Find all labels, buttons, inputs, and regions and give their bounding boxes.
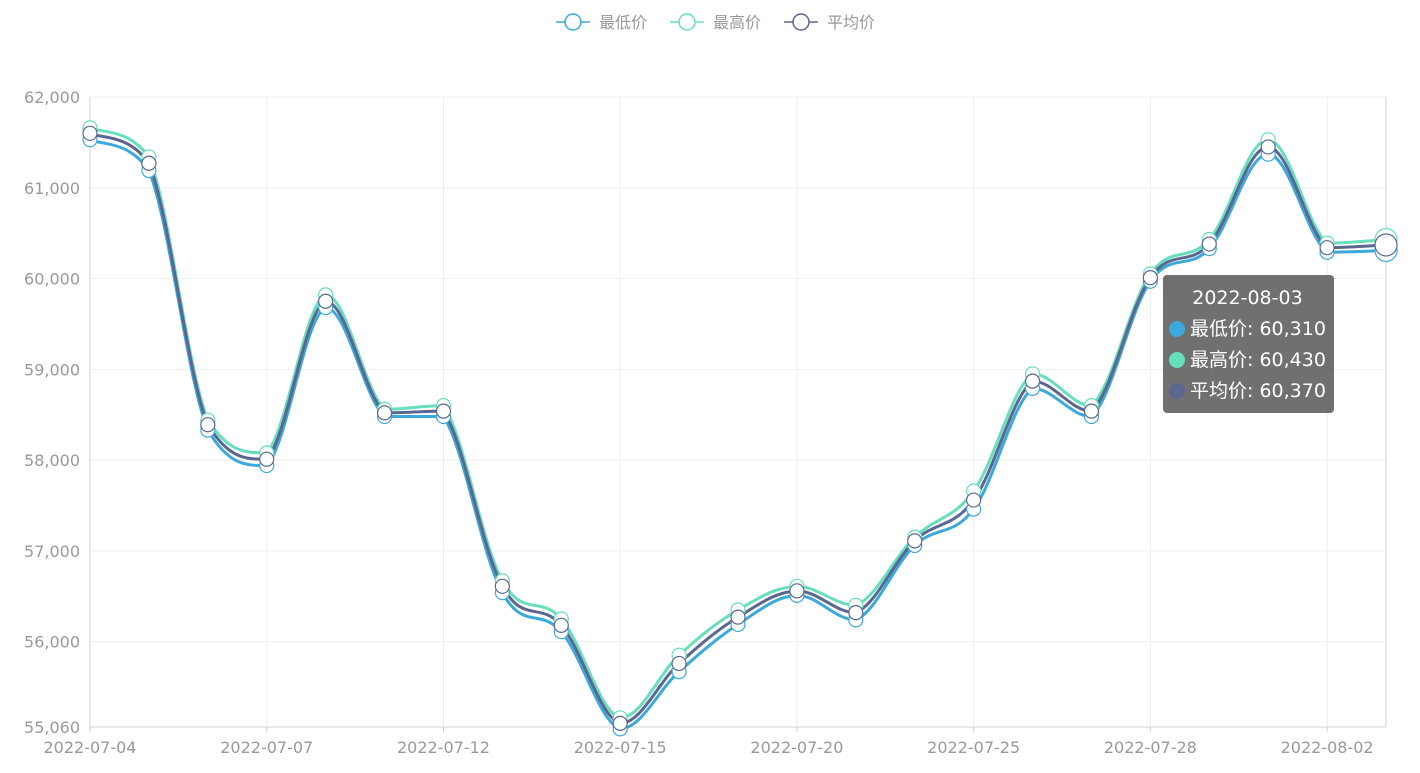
- y-tick-label: 61,000: [24, 179, 80, 198]
- data-point-avg[interactable]: [1083, 403, 1100, 419]
- data-point-avg[interactable]: [494, 578, 510, 594]
- data-point-avg[interactable]: [730, 609, 746, 625]
- tooltip: 2022-08-03 最低价: 60,310 最高价: 60,430 平均价: …: [1163, 275, 1334, 413]
- y-tick-label: 57,000: [24, 542, 80, 561]
- data-point-avg[interactable]: [671, 655, 687, 672]
- y-tick-label: 60,000: [24, 270, 80, 289]
- data-point-avg[interactable]: [1142, 270, 1158, 286]
- tooltip-row-low: 最低价: 60,310: [1169, 314, 1326, 345]
- x-tick-label: 2022-08-02: [1281, 738, 1374, 757]
- series-line-avg: [89, 131, 1387, 725]
- tooltip-dot-low: [1169, 321, 1185, 337]
- data-point-avg[interactable]: [1374, 233, 1398, 257]
- legend-item-high[interactable]: 最高价: [670, 13, 761, 32]
- legend[interactable]: 最低价 最高价 平均价: [556, 13, 875, 32]
- legend-label: 最高价: [713, 13, 761, 32]
- data-point-avg[interactable]: [966, 492, 982, 508]
- y-tick-label: 55,060: [24, 718, 80, 737]
- series-layer: [82, 120, 1398, 737]
- x-tick-label: 2022-07-04: [44, 738, 137, 757]
- data-point-avg[interactable]: [82, 125, 98, 141]
- data-point-avg[interactable]: [435, 403, 452, 419]
- series-line-low: [89, 138, 1387, 731]
- data-point-avg[interactable]: [259, 451, 275, 467]
- tooltip-label-high: 最高价: 60,430: [1190, 349, 1326, 371]
- x-tick-label: 2022-07-28: [1104, 738, 1197, 757]
- legend-marker-icon: [678, 13, 696, 31]
- data-point-avg[interactable]: [376, 405, 393, 421]
- tooltip-row-avg: 平均价: 60,370: [1169, 376, 1326, 407]
- x-tick-label: 2022-07-20: [750, 738, 843, 757]
- y-tick-label: 62,000: [24, 88, 80, 107]
- data-point-avg[interactable]: [789, 583, 805, 599]
- tooltip-title: 2022-08-03: [1192, 287, 1303, 309]
- data-point-avg[interactable]: [848, 605, 864, 621]
- data-point-avg[interactable]: [141, 155, 157, 171]
- legend-label: 平均价: [827, 13, 875, 32]
- data-point-avg[interactable]: [1319, 240, 1335, 256]
- y-tick-label: 56,000: [24, 633, 80, 652]
- tooltip-dot-high: [1169, 352, 1185, 368]
- legend-item-avg[interactable]: 平均价: [784, 13, 875, 32]
- data-point-avg[interactable]: [612, 715, 628, 731]
- y-tick-label: 59,000: [24, 360, 80, 379]
- legend-item-low[interactable]: 最低价: [556, 13, 647, 32]
- data-point-avg[interactable]: [1201, 236, 1217, 252]
- x-tick-label: 2022-07-15: [574, 738, 667, 757]
- data-point-avg[interactable]: [1260, 139, 1276, 155]
- y-tick-label: 58,000: [24, 451, 80, 470]
- data-point-avg[interactable]: [907, 533, 923, 549]
- tooltip-label-low: 最低价: 60,310: [1190, 318, 1326, 340]
- data-point-avg[interactable]: [1024, 373, 1041, 389]
- tooltip-label-avg: 平均价: 60,370: [1190, 380, 1326, 402]
- axis-layer: 62,000 61,000 60,000 59,000 58,000 57,000 56,0…: [24, 88, 1387, 757]
- legend-label: 最低价: [599, 13, 647, 32]
- x-tick-label: 2022-07-25: [927, 738, 1020, 757]
- data-point-avg[interactable]: [553, 617, 569, 633]
- legend-marker-icon: [564, 13, 582, 31]
- tooltip-row-high: 最高价: 60,430: [1169, 345, 1326, 376]
- x-tick-label: 2022-07-12: [397, 738, 490, 757]
- series-line-high: [89, 126, 1387, 720]
- x-tick-label: 2022-07-07: [220, 738, 313, 757]
- data-point-avg[interactable]: [200, 417, 216, 433]
- data-point-avg[interactable]: [318, 293, 334, 309]
- legend-marker-icon: [792, 13, 810, 31]
- tooltip-dot-avg: [1169, 383, 1185, 399]
